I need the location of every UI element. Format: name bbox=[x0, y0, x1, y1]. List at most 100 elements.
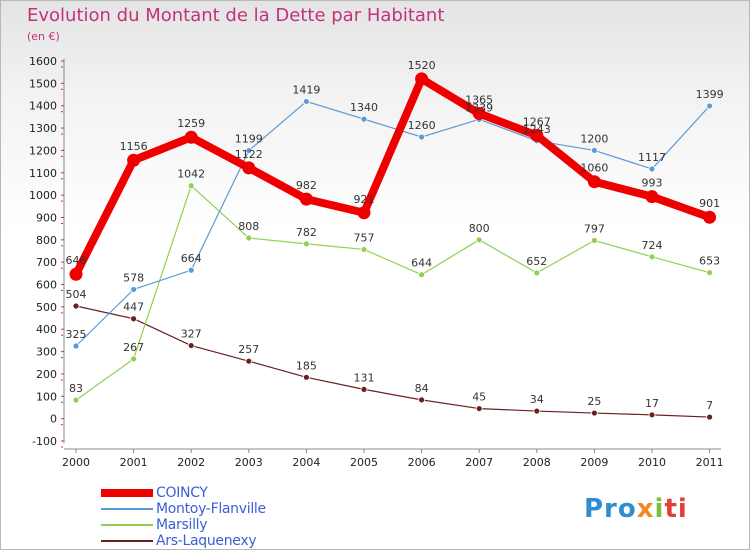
data-point bbox=[360, 115, 368, 123]
data-label: 1042 bbox=[177, 168, 205, 181]
legend-item: Montoy-Flanville bbox=[101, 501, 321, 517]
data-label: 921 bbox=[354, 193, 375, 206]
series-line-marsilly bbox=[75, 185, 711, 401]
data-label: 267 bbox=[123, 341, 144, 354]
data-label: 84 bbox=[415, 382, 429, 395]
data-point bbox=[591, 147, 598, 154]
data-label: 325 bbox=[66, 328, 87, 341]
legend: COINCY Montoy-Flanville Marsilly Ars-Laquen… bbox=[101, 485, 321, 549]
data-point bbox=[357, 206, 371, 220]
data-label: 1199 bbox=[235, 133, 263, 146]
data-label: 504 bbox=[66, 288, 87, 301]
data-point bbox=[418, 396, 426, 404]
y-tick-label: -100 bbox=[32, 435, 57, 448]
data-label: 782 bbox=[296, 226, 317, 239]
data-point bbox=[591, 409, 598, 417]
proxiti-logo: Proxiti bbox=[584, 494, 688, 524]
data-label: 644 bbox=[411, 257, 432, 270]
data-label: 1200 bbox=[580, 132, 608, 145]
logo-part-1: Pro bbox=[584, 494, 637, 524]
data-label: 327 bbox=[181, 328, 202, 341]
data-label: 993 bbox=[642, 177, 663, 190]
data-label: 25 bbox=[587, 395, 601, 408]
data-label: 185 bbox=[296, 359, 317, 372]
data-label: 1267 bbox=[523, 115, 551, 128]
data-label: 1060 bbox=[580, 162, 608, 175]
x-tick-label: 2000 bbox=[62, 456, 90, 469]
data-point bbox=[360, 246, 368, 253]
data-point bbox=[706, 102, 713, 110]
data-point bbox=[418, 271, 426, 279]
legend-label: Ars-Laquenexy bbox=[156, 533, 257, 549]
data-label: 1399 bbox=[696, 88, 724, 101]
data-label: 1243 bbox=[523, 123, 551, 136]
chart-subtitle: (en €) bbox=[27, 30, 60, 43]
data-label: 1117 bbox=[638, 151, 666, 164]
data-label: 652 bbox=[526, 255, 547, 268]
data-label: 1419 bbox=[292, 83, 320, 96]
data-label: 1339 bbox=[465, 101, 493, 114]
data-point bbox=[130, 355, 138, 363]
data-label: 724 bbox=[642, 239, 663, 252]
data-point bbox=[475, 405, 483, 412]
legend-swatch bbox=[101, 489, 153, 497]
y-tick-label: 1600 bbox=[29, 55, 57, 68]
data-point bbox=[72, 342, 80, 350]
logo-part-2: x bbox=[636, 494, 655, 524]
data-label: 34 bbox=[530, 393, 544, 406]
data-point bbox=[127, 153, 141, 167]
data-point bbox=[645, 190, 659, 204]
legend-swatch bbox=[101, 508, 153, 510]
data-label: 257 bbox=[238, 343, 259, 356]
data-point bbox=[72, 302, 80, 310]
series-line-ars-laquenexy bbox=[75, 305, 711, 418]
y-tick-label: 1100 bbox=[29, 167, 57, 180]
logo-part-3: i bbox=[654, 494, 665, 524]
data-point bbox=[360, 385, 368, 393]
data-point bbox=[302, 98, 310, 105]
legend-label: Montoy-Flanville bbox=[156, 501, 266, 517]
y-tick-label: 400 bbox=[36, 323, 57, 336]
data-point bbox=[587, 175, 601, 189]
data-label: 808 bbox=[238, 220, 259, 233]
data-label: 653 bbox=[699, 255, 720, 268]
y-tick-label: 1400 bbox=[29, 100, 57, 113]
data-label: 1259 bbox=[177, 117, 205, 130]
data-point bbox=[591, 237, 598, 244]
data-label: 1156 bbox=[120, 140, 148, 153]
data-label: 578 bbox=[123, 271, 144, 284]
y-tick-label: 700 bbox=[36, 256, 57, 269]
data-point bbox=[72, 396, 80, 404]
y-tick-label: 100 bbox=[36, 390, 57, 403]
y-tick-label: 1500 bbox=[29, 77, 57, 90]
data-label: 447 bbox=[123, 301, 144, 314]
legend-item: Ars-Laquenexy bbox=[101, 533, 321, 549]
data-point bbox=[530, 128, 544, 142]
data-point bbox=[245, 357, 253, 365]
data-point bbox=[187, 342, 195, 349]
data-point bbox=[245, 147, 253, 155]
logo-part-4: ti bbox=[664, 494, 688, 524]
x-tick-label: 2001 bbox=[120, 456, 148, 469]
data-point bbox=[187, 266, 195, 274]
data-point bbox=[475, 236, 483, 244]
y-tick-label: 1000 bbox=[29, 189, 57, 202]
data-label: 7 bbox=[706, 399, 713, 412]
data-label: 800 bbox=[469, 222, 490, 235]
y-tick-label: 1200 bbox=[29, 144, 57, 157]
x-tick-label: 2009 bbox=[580, 456, 608, 469]
data-label: 1260 bbox=[408, 119, 436, 132]
legend-item: Marsilly bbox=[101, 517, 321, 533]
data-label: 1340 bbox=[350, 101, 378, 114]
data-point bbox=[418, 133, 426, 141]
data-point bbox=[415, 72, 429, 86]
legend-swatch bbox=[101, 540, 153, 542]
data-label: 901 bbox=[699, 197, 720, 210]
data-point bbox=[302, 240, 310, 248]
x-tick-label: 2007 bbox=[465, 456, 493, 469]
chart-title: Evolution du Montant de la Dette par Hab… bbox=[27, 5, 445, 26]
data-point bbox=[648, 165, 656, 173]
data-point bbox=[533, 407, 541, 415]
data-point bbox=[302, 373, 310, 381]
